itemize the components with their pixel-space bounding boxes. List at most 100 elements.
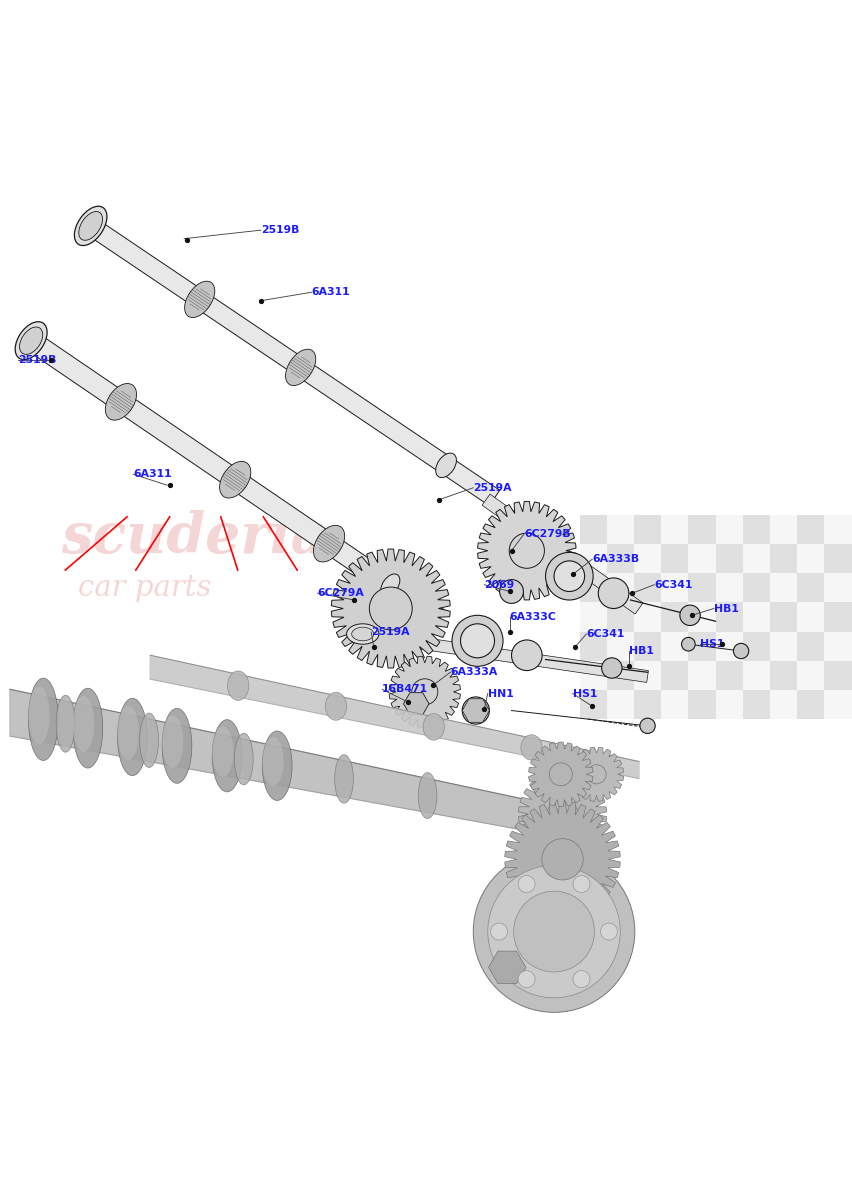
Ellipse shape: [351, 628, 373, 641]
Ellipse shape: [423, 714, 444, 740]
Text: 6A311: 6A311: [133, 469, 171, 479]
Polygon shape: [477, 502, 575, 600]
Bar: [688, 574, 715, 602]
Ellipse shape: [20, 326, 43, 354]
Circle shape: [511, 640, 542, 671]
Text: 6A333C: 6A333C: [509, 612, 556, 622]
Circle shape: [639, 718, 654, 733]
Bar: [823, 690, 850, 719]
Bar: [660, 690, 688, 719]
Bar: [797, 631, 823, 661]
Bar: [660, 544, 688, 574]
Ellipse shape: [262, 737, 283, 786]
Bar: [633, 515, 660, 544]
Circle shape: [541, 839, 583, 880]
Circle shape: [460, 624, 494, 658]
Text: HS1: HS1: [572, 689, 596, 698]
Circle shape: [545, 552, 592, 600]
Bar: [660, 661, 688, 690]
Bar: [660, 574, 688, 602]
Bar: [688, 602, 715, 631]
Text: HB1: HB1: [628, 646, 653, 656]
Bar: [579, 544, 606, 574]
Bar: [742, 515, 769, 544]
Bar: [769, 574, 797, 602]
Polygon shape: [331, 550, 450, 668]
Bar: [688, 515, 715, 544]
Circle shape: [679, 605, 699, 625]
Circle shape: [601, 658, 621, 678]
Ellipse shape: [105, 384, 136, 420]
Bar: [633, 574, 660, 602]
Circle shape: [509, 533, 544, 569]
Ellipse shape: [74, 206, 106, 246]
Text: 6A333A: 6A333A: [450, 667, 497, 677]
Polygon shape: [462, 698, 489, 722]
Bar: [715, 515, 742, 544]
Circle shape: [473, 851, 634, 1013]
Bar: [742, 574, 769, 602]
Bar: [742, 631, 769, 661]
Bar: [823, 631, 850, 661]
Circle shape: [452, 616, 503, 666]
Bar: [769, 631, 797, 661]
Circle shape: [487, 865, 619, 998]
Ellipse shape: [325, 692, 346, 720]
Text: car parts: car parts: [78, 574, 211, 601]
Polygon shape: [528, 742, 592, 806]
Bar: [715, 544, 742, 574]
Circle shape: [549, 763, 572, 786]
Text: scuderia: scuderia: [60, 510, 326, 565]
Bar: [769, 661, 797, 690]
Polygon shape: [569, 748, 623, 802]
Bar: [633, 690, 660, 719]
Circle shape: [369, 587, 412, 630]
Ellipse shape: [334, 755, 353, 803]
Circle shape: [733, 643, 748, 659]
Ellipse shape: [162, 708, 192, 784]
Ellipse shape: [234, 733, 253, 785]
Ellipse shape: [118, 706, 139, 760]
Ellipse shape: [56, 695, 75, 752]
Polygon shape: [488, 952, 526, 984]
Ellipse shape: [219, 461, 250, 498]
Ellipse shape: [184, 281, 215, 318]
Bar: [715, 574, 742, 602]
Bar: [579, 690, 606, 719]
Text: 6C341: 6C341: [653, 580, 692, 589]
Bar: [579, 602, 606, 631]
Polygon shape: [403, 692, 429, 715]
Circle shape: [573, 876, 590, 893]
Text: 2519B: 2519B: [19, 355, 57, 365]
Circle shape: [490, 923, 507, 940]
Text: 16B471: 16B471: [382, 684, 428, 695]
Bar: [797, 544, 823, 574]
Polygon shape: [150, 655, 638, 779]
Bar: [823, 574, 850, 602]
Bar: [742, 602, 769, 631]
Text: HN1: HN1: [487, 689, 513, 698]
Bar: [823, 602, 850, 631]
Text: 6C341: 6C341: [585, 629, 624, 640]
Bar: [823, 661, 850, 690]
Bar: [688, 661, 715, 690]
Bar: [688, 544, 715, 574]
Bar: [715, 661, 742, 690]
Ellipse shape: [78, 211, 102, 240]
Circle shape: [517, 876, 534, 893]
Text: HB1: HB1: [713, 604, 738, 613]
Bar: [633, 602, 660, 631]
Bar: [606, 602, 633, 631]
Ellipse shape: [118, 698, 147, 775]
Bar: [660, 602, 688, 631]
Ellipse shape: [380, 574, 400, 596]
Text: 6A311: 6A311: [311, 287, 350, 298]
Bar: [606, 574, 633, 602]
Polygon shape: [10, 689, 566, 838]
Ellipse shape: [313, 526, 344, 562]
Text: HS1: HS1: [699, 640, 724, 649]
Bar: [633, 544, 660, 574]
Bar: [769, 544, 797, 574]
Bar: [660, 631, 688, 661]
Circle shape: [573, 971, 590, 988]
